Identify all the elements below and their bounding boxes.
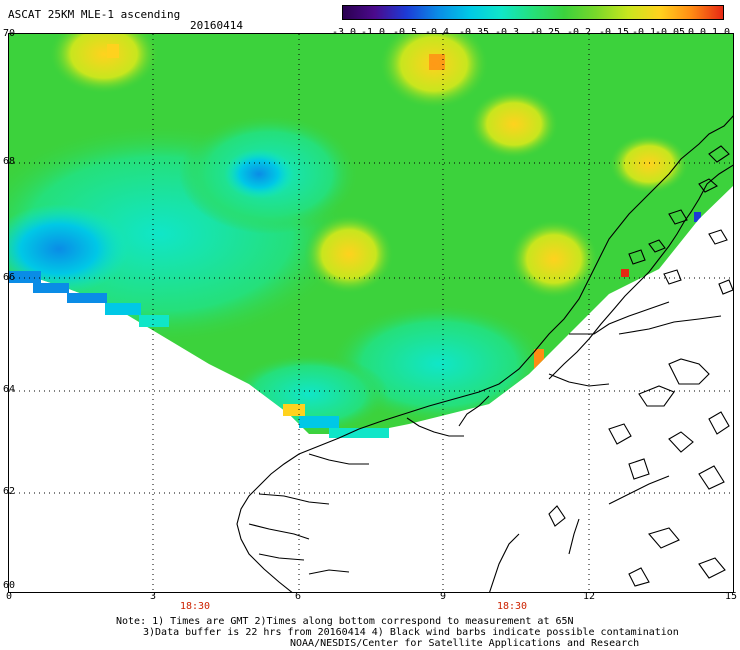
colorbar-label: -0.35 bbox=[459, 27, 489, 38]
swath-edge bbox=[9, 271, 389, 438]
colorbar-label: -0.25 bbox=[530, 27, 560, 38]
lat-lon-grid bbox=[9, 34, 733, 592]
lat-label: 62 bbox=[3, 486, 16, 497]
lat-label: 60 bbox=[3, 580, 16, 591]
product-date: 20160414 bbox=[190, 19, 243, 32]
colorbar-label: -3.0 bbox=[332, 27, 356, 38]
colorbar-label: -0.3 bbox=[495, 27, 519, 38]
coastline bbox=[236, 115, 733, 592]
colorbar-label: -0.4 bbox=[425, 27, 449, 38]
lon-label: 15 bbox=[724, 591, 738, 602]
lat-label: 66 bbox=[3, 272, 16, 283]
colorbar-label: -0.05 bbox=[655, 27, 685, 38]
time-label: 18:30 bbox=[179, 601, 211, 612]
lat-label: 68 bbox=[3, 156, 16, 167]
lon-label: 9 bbox=[439, 591, 447, 602]
lon-label: 12 bbox=[582, 591, 596, 602]
colorbar bbox=[342, 5, 724, 20]
map-frame bbox=[8, 33, 734, 593]
footer-note-2: 3)Data buffer is 22 hrs from 20160414 4)… bbox=[143, 627, 679, 638]
lon-label: 3 bbox=[149, 591, 157, 602]
lon-label: 6 bbox=[294, 591, 302, 602]
colorbar-label: 0.0 bbox=[688, 27, 706, 38]
product-title: ASCAT 25KM MLE-1 ascending bbox=[8, 8, 181, 21]
wind-map bbox=[9, 34, 733, 592]
colorbar-label: 1.0 bbox=[712, 27, 730, 38]
colorbar-label: -0.15 bbox=[599, 27, 629, 38]
swath-data bbox=[9, 34, 733, 434]
colorbar-label: -0.5 bbox=[393, 27, 417, 38]
lat-label: 70 bbox=[3, 28, 16, 39]
footer-note-1: Note: 1) Times are GMT 2)Times along bot… bbox=[116, 616, 574, 627]
lat-label: 64 bbox=[3, 384, 16, 395]
colorbar-label: -0.2 bbox=[567, 27, 591, 38]
footer-credit: NOAA/NESDIS/Center for Satellite Applica… bbox=[290, 638, 640, 649]
colorbar-label: -1.0 bbox=[361, 27, 385, 38]
colorbar-label: -0.1 bbox=[632, 27, 656, 38]
lon-label: 0 bbox=[5, 591, 13, 602]
time-label: 18:30 bbox=[496, 601, 528, 612]
